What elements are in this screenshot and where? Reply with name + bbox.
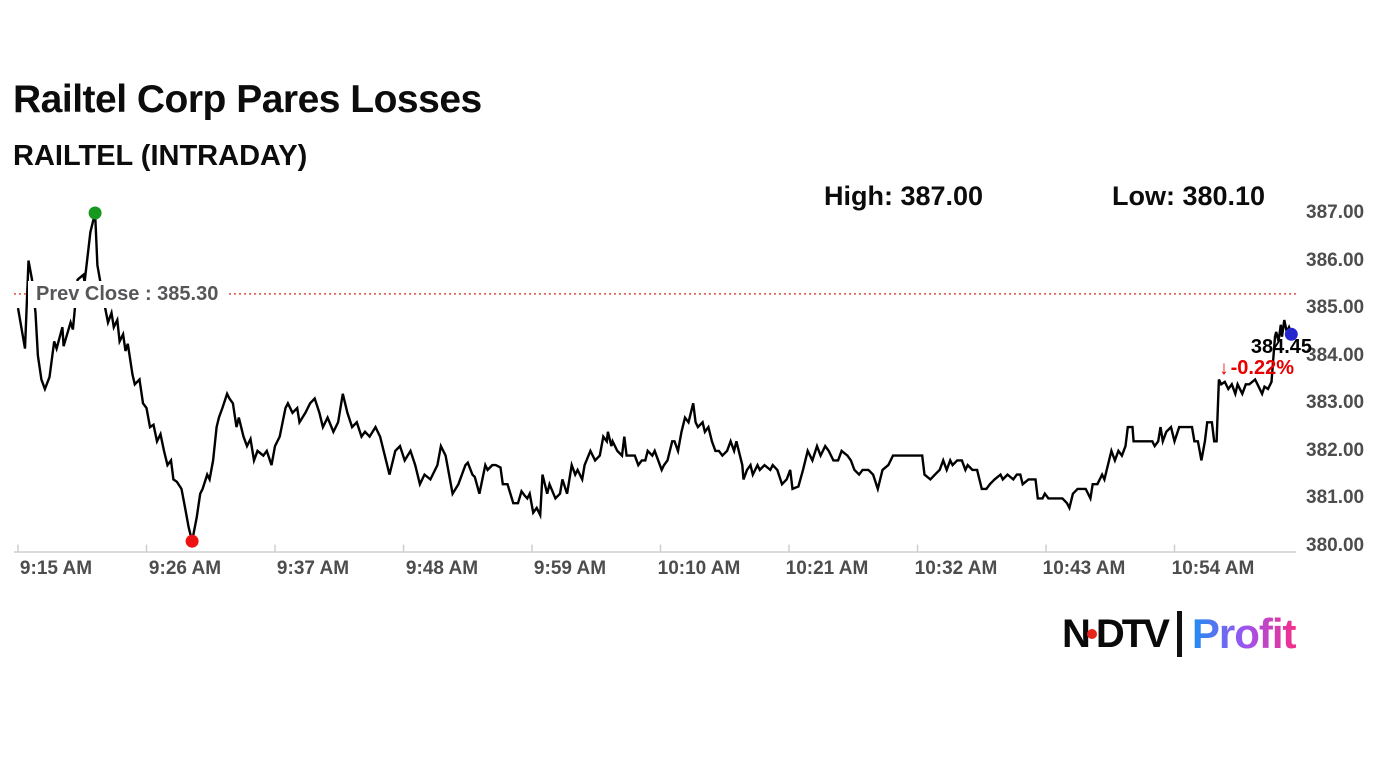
- y-axis-label: 383.00: [1306, 392, 1365, 413]
- ndtv-red-dot-icon: [1086, 629, 1097, 640]
- x-axis-label: 9:15 AM: [19, 558, 93, 579]
- last-marker: [1284, 327, 1298, 341]
- ndtv-wordmark: N DTV: [1062, 612, 1170, 656]
- x-axis-label: 9:48 AM: [405, 558, 479, 579]
- y-axis-label: 380.00: [1306, 535, 1365, 556]
- x-axis-label: 10:32 AM: [914, 558, 998, 579]
- y-axis-label: 381.00: [1306, 487, 1365, 508]
- page-title: Railtel Corp Pares Losses: [13, 78, 482, 121]
- y-axis-label: 384.00: [1306, 345, 1365, 366]
- low-value-label: Low: 380.10: [1112, 181, 1266, 211]
- price-change-badge: ↓ -0.22%: [1219, 357, 1294, 380]
- high-marker: [88, 206, 102, 220]
- profit-wordmark: Profit: [1191, 610, 1297, 657]
- low-marker: [185, 534, 199, 548]
- x-axis-label: 9:37 AM: [276, 558, 350, 579]
- x-axis-label: 10:21 AM: [785, 558, 869, 579]
- x-axis-label: 10:10 AM: [657, 558, 741, 579]
- x-axis-label: 10:43 AM: [1042, 558, 1126, 579]
- y-axis-label: 382.00: [1306, 440, 1365, 461]
- symbol-subtitle: RAILTEL (INTRADAY): [13, 140, 308, 172]
- high-value-label: High: 387.00: [824, 181, 984, 211]
- logo-divider: [1176, 611, 1182, 657]
- down-arrow-icon: ↓: [1219, 358, 1229, 379]
- last-price-value: 384.45: [1250, 336, 1312, 358]
- y-axis-label: 386.00: [1306, 250, 1365, 271]
- ndtv-profit-logo: N DTV Profit: [1062, 608, 1297, 660]
- y-axis-label: 385.00: [1306, 297, 1365, 318]
- x-axis-label: 9:26 AM: [148, 558, 222, 579]
- prev-close-label: Prev Close : 385.30: [28, 281, 227, 308]
- price-line: [16, 212, 1293, 542]
- y-axis-label: 387.00: [1306, 202, 1365, 223]
- x-axis-label: 10:54 AM: [1171, 558, 1255, 579]
- x-axis-label: 9:59 AM: [533, 558, 607, 579]
- change-percent: -0.22%: [1230, 357, 1294, 379]
